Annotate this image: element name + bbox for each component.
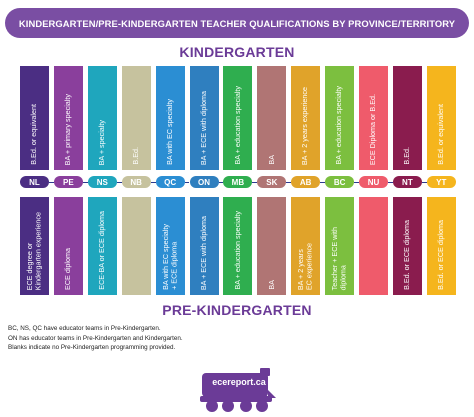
kindergarten-bar-sk: BA	[257, 66, 287, 170]
pill-divider	[82, 182, 88, 183]
kindergarten-qualification: B.Ed.	[402, 147, 412, 165]
province-pill-on: ON	[189, 176, 219, 188]
kindergarten-bar-nl: B.Ed. or equivalent	[20, 66, 49, 170]
kindergarten-bar-bc: BA + education specialty	[325, 66, 355, 170]
kindergarten-bar-pe: BA + primary specialty	[53, 66, 83, 170]
kindergarten-qualification: BA + 2 years experience	[300, 86, 310, 165]
province-pill-pe: PE	[53, 176, 83, 188]
pre-kindergarten-qualification: BA + 2 years EC experience	[296, 242, 314, 290]
pre-kindergarten-qualification: ECE degree or Kindergarten experience	[24, 211, 43, 290]
province-pill-bc: BC	[325, 176, 355, 188]
kindergarten-bar-nb: B.Ed.	[121, 66, 151, 170]
pill-divider	[218, 182, 224, 183]
pre-kindergarten-bar-nu	[359, 197, 388, 295]
province-pill-sk: SK	[257, 176, 287, 188]
kindergarten-qualification: B.Ed. or equivalent	[436, 104, 445, 165]
pill-divider	[421, 182, 427, 183]
province-pill-nl: NL	[20, 176, 49, 188]
train-icon	[200, 368, 276, 412]
pre-kindergarten-qualification: Teacher + ECE with diploma	[330, 226, 348, 290]
pill-divider	[320, 182, 326, 183]
pre-kindergarten-bar-ab: BA + 2 years EC experience	[291, 197, 321, 295]
pre-kindergarten-qualification: B.Ed. or ECE diploma	[436, 220, 445, 290]
kindergarten-qualification: BA + ECE with diploma	[198, 90, 208, 165]
province-pill-ab: AB	[291, 176, 321, 188]
pill-divider	[150, 182, 156, 183]
pre-kindergarten-qualification: B.Ed. or ECE diploma	[402, 220, 412, 290]
pill-divider	[252, 182, 258, 183]
pre-kindergarten-bar-bc: Teacher + ECE with diploma	[325, 197, 355, 295]
pre-kindergarten-bar-yt: B.Ed. or ECE diploma	[426, 197, 456, 295]
kindergarten-qualification: BA + education specialty	[334, 86, 344, 165]
kindergarten-heading: KINDERGARTEN	[179, 44, 295, 60]
pre-kindergarten-bar-nl: ECE degree or Kindergarten experience	[20, 197, 49, 295]
pre-kindergarten-qualification: ECE diploma	[63, 248, 73, 290]
footnotes: BC, NS, QC have educator teams in Pre-Ki…	[8, 324, 308, 353]
pre-kindergarten-bar-on: BA + ECE with diploma	[189, 197, 219, 295]
province-pill-mb: MB	[223, 176, 253, 188]
pill-divider	[184, 182, 190, 183]
kindergarten-bar-ab: BA + 2 years experience	[291, 66, 321, 170]
pre-kindergarten-heading: PRE-KINDERGARTEN	[162, 302, 312, 318]
pre-kindergarten-qualification: BA + education specialty	[232, 211, 242, 290]
pill-divider	[388, 182, 393, 183]
kindergarten-qualification: BA + primary specialty	[63, 93, 73, 165]
chart-title: KINDERGARTEN/PRE-KINDERGARTEN TEACHER QU…	[5, 8, 469, 38]
pre-kindergarten-bar-ns: ECE-BA or ECE diploma	[87, 197, 117, 295]
pre-kindergarten-qualification: BA with EC specialty + ECE diploma	[160, 224, 179, 290]
pill-divider	[354, 182, 359, 183]
kindergarten-bar-nu: ECE Diploma or B.Ed.	[359, 66, 388, 170]
pill-divider	[116, 182, 122, 183]
kindergarten-qualification: ECE Diploma or B.Ed.	[368, 93, 378, 165]
kindergarten-qualification: BA + education specialty	[232, 86, 242, 165]
pre-kindergarten-bar-sk: BA	[257, 197, 287, 295]
province-pill-nb: NB	[121, 176, 151, 188]
footnote: BC, NS, QC have educator teams in Pre-Ki…	[8, 325, 161, 332]
pre-kindergarten-qualification: ECE-BA or ECE diploma	[97, 211, 106, 290]
kindergarten-bar-nt: B.Ed.	[392, 66, 422, 170]
pre-kindergarten-qualification: BA + ECE with diploma	[198, 215, 208, 290]
pre-kindergarten-bar-nt: B.Ed. or ECE diploma	[392, 197, 422, 295]
pre-kindergarten-qualification: BA	[266, 280, 276, 290]
kindergarten-bar-yt: B.Ed. or equivalent	[426, 66, 456, 170]
province-pill-nt: NT	[392, 176, 422, 188]
kindergarten-qualification: B.Ed. or equivalent	[29, 104, 39, 165]
pill-divider	[286, 182, 292, 183]
pill-divider	[49, 182, 54, 183]
kindergarten-qualification: BA + specialty	[97, 119, 106, 165]
kindergarten-bar-qc: BA with EC specialty	[155, 66, 185, 170]
footnote: Blanks indicate no Pre-Kindergarten prog…	[8, 344, 176, 351]
footnote: ON has educator teams in Pre-Kindergarte…	[8, 334, 183, 342]
ecereport-logo: ecereport.ca	[198, 368, 276, 414]
kindergarten-qualification: B.Ed.	[130, 147, 140, 165]
province-pill-nu: NU	[359, 176, 388, 188]
province-pill-ns: NS	[87, 176, 117, 188]
kindergarten-bar-ns: BA + specialty	[87, 66, 117, 170]
pre-kindergarten-bar-pe: ECE diploma	[53, 197, 83, 295]
province-pill-yt: YT	[426, 176, 456, 188]
kindergarten-qualification: BA	[266, 155, 276, 165]
kindergarten-bar-on: BA + ECE with diploma	[189, 66, 219, 170]
kindergarten-bar-mb: BA + education specialty	[223, 66, 253, 170]
pre-kindergarten-bar-mb: BA + education specialty	[223, 197, 253, 295]
province-pill-qc: QC	[155, 176, 185, 188]
kindergarten-qualification: BA with EC specialty	[164, 99, 174, 165]
pre-kindergarten-bar-qc: BA with EC specialty + ECE diploma	[155, 197, 185, 295]
logo-text: ecereport.ca	[212, 377, 266, 387]
pre-kindergarten-bar-nb	[121, 197, 151, 295]
